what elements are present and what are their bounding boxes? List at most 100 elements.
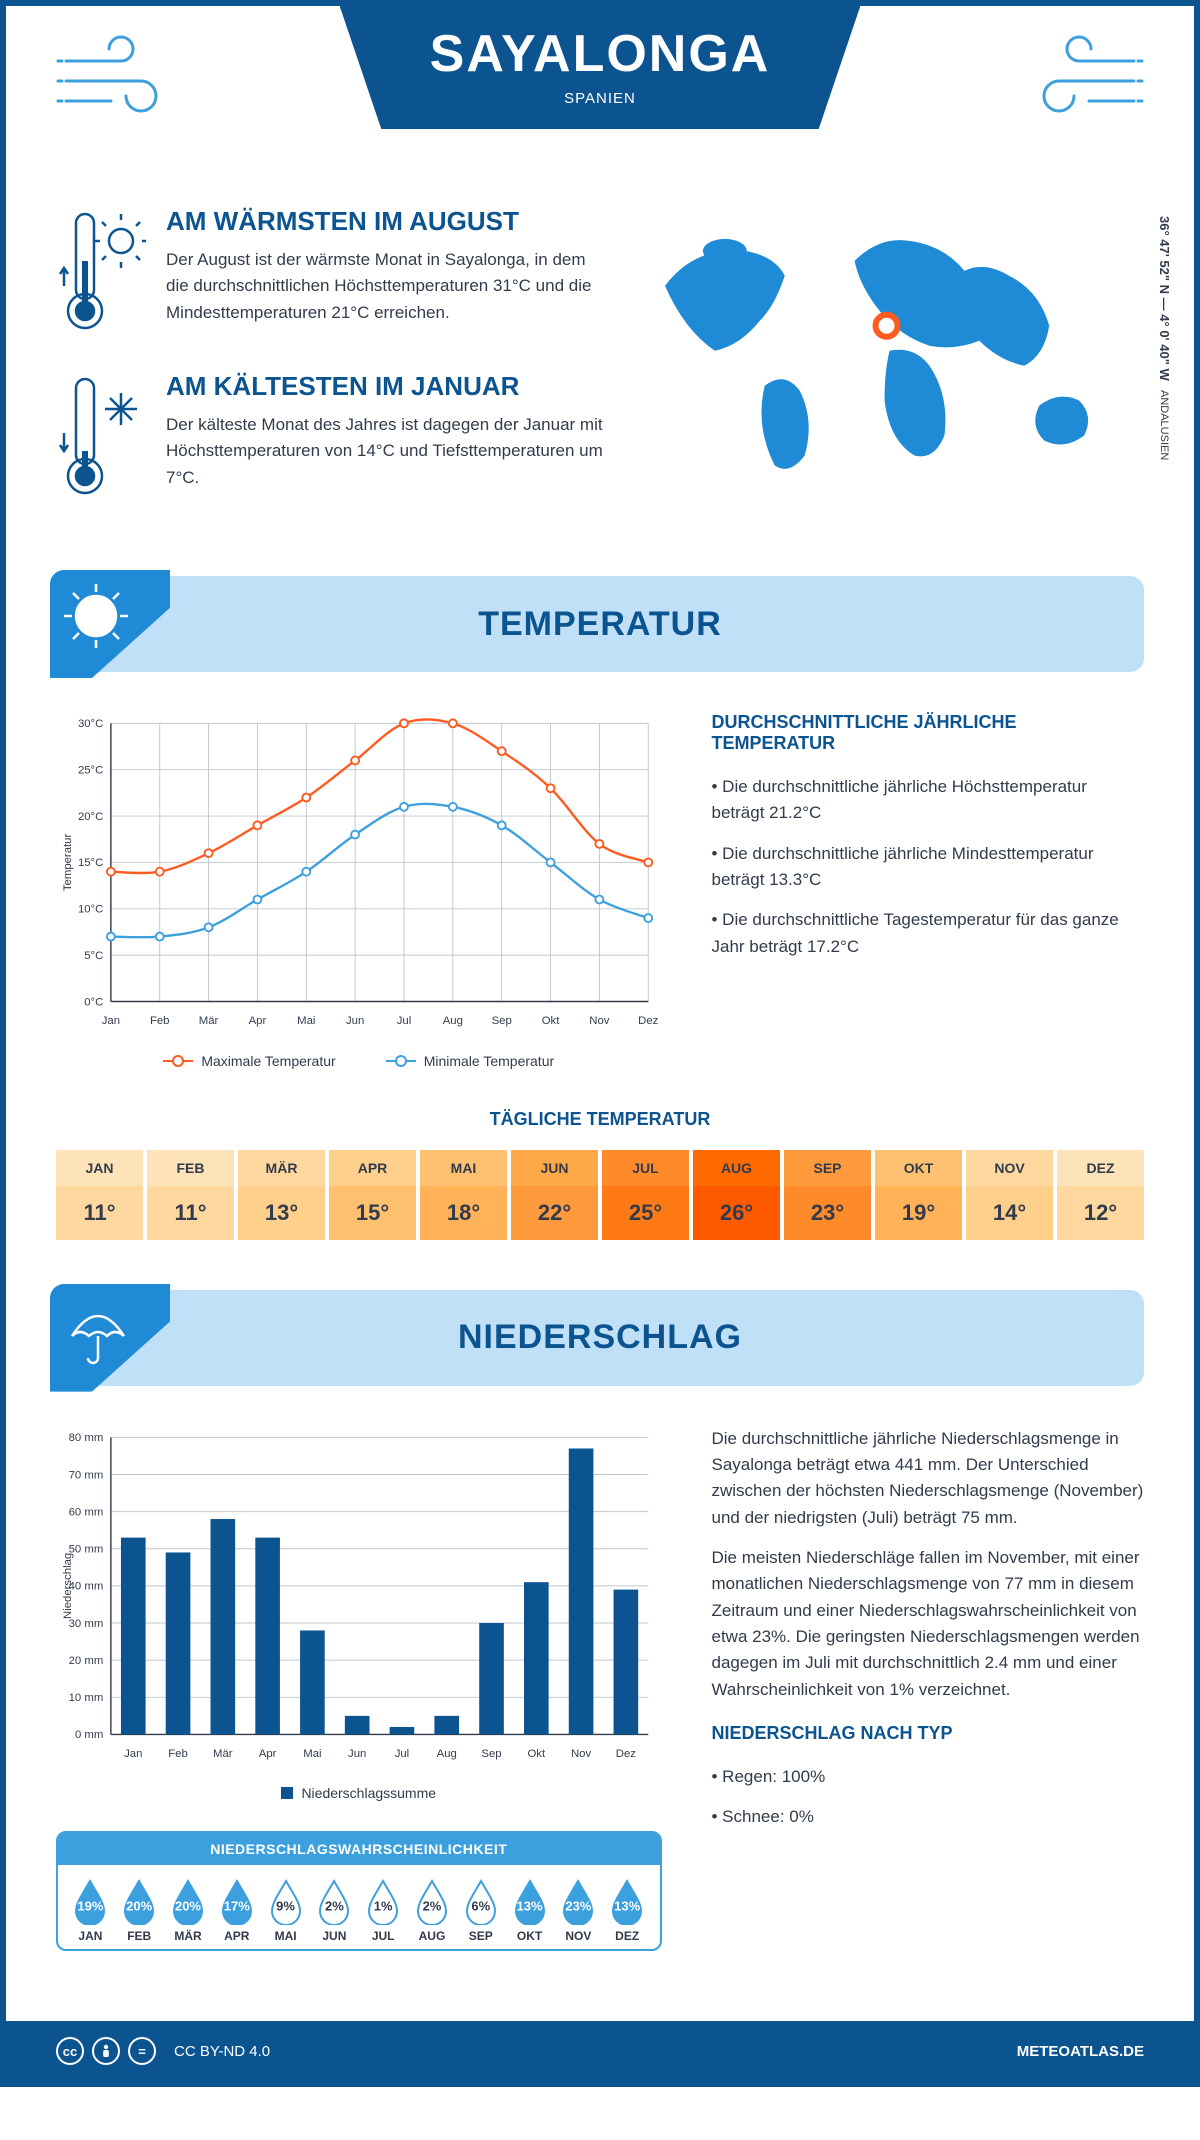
svg-text:Jul: Jul	[395, 1748, 410, 1760]
page-subtitle: SPANIEN	[430, 90, 771, 107]
probability-cell: 1%JUL	[359, 1879, 408, 1943]
svg-text:Mai: Mai	[303, 1748, 321, 1760]
probability-cell: 9%MAI	[261, 1879, 310, 1943]
svg-text:Aug: Aug	[437, 1748, 457, 1760]
svg-text:Jun: Jun	[346, 1015, 364, 1027]
svg-text:Jan: Jan	[124, 1748, 142, 1760]
svg-text:Dez: Dez	[638, 1015, 659, 1027]
probability-cell: 6%SEP	[456, 1879, 505, 1943]
probability-cell: 2%JUN	[310, 1879, 359, 1943]
thermometer-cold-icon	[56, 371, 146, 506]
svg-text:5°C: 5°C	[84, 950, 103, 962]
daily-cell: APR15°	[329, 1150, 416, 1240]
svg-text:Sep: Sep	[481, 1748, 501, 1760]
svg-text:Dez: Dez	[616, 1748, 637, 1760]
svg-text:Apr: Apr	[259, 1748, 277, 1760]
svg-text:Mai: Mai	[297, 1015, 315, 1027]
svg-text:Temperatur: Temperatur	[62, 834, 74, 892]
svg-text:Mär: Mär	[199, 1015, 219, 1027]
coldest-title: AM KÄLTESTEN IM JANUAR	[166, 371, 605, 402]
svg-text:20°C: 20°C	[78, 811, 103, 823]
precipitation-info: Die durchschnittliche jährliche Niedersc…	[712, 1426, 1145, 1952]
daily-cell: MAI18°	[420, 1150, 507, 1240]
header: SAYALONGA SPANIEN	[6, 6, 1194, 206]
daily-cell: SEP23°	[784, 1150, 871, 1240]
daily-cell: MÄR13°	[238, 1150, 325, 1240]
daily-cell: JAN11°	[56, 1150, 143, 1240]
svg-text:80 mm: 80 mm	[69, 1432, 104, 1444]
probability-cell: 20%FEB	[115, 1879, 164, 1943]
page-title: SAYALONGA	[430, 24, 771, 84]
svg-text:Apr: Apr	[249, 1015, 267, 1027]
temperature-title: TEMPERATUR	[478, 605, 722, 644]
warmest-fact: AM WÄRMSTEN IM AUGUST Der August ist der…	[56, 206, 605, 341]
temperature-legend: Maximale Temperatur Minimale Temperatur	[56, 1053, 662, 1069]
daily-cell: FEB11°	[147, 1150, 234, 1240]
svg-text:Nov: Nov	[571, 1748, 592, 1760]
daily-temperature-table: JAN11°FEB11°MÄR13°APR15°MAI18°JUN22°JUL2…	[56, 1150, 1144, 1240]
svg-text:15°C: 15°C	[78, 857, 103, 869]
svg-text:Sep: Sep	[492, 1015, 512, 1027]
probability-cell: 23%NOV	[554, 1879, 603, 1943]
svg-text:10°C: 10°C	[78, 904, 103, 916]
svg-text:30°C: 30°C	[78, 718, 103, 730]
temperature-line-chart: 0°C5°C10°C15°C20°C25°C30°CJanFebMärAprMa…	[56, 712, 662, 1034]
daily-temperature-title: TÄGLICHE TEMPERATUR	[56, 1109, 1144, 1130]
location-marker	[876, 315, 898, 337]
intro-section: AM WÄRMSTEN IM AUGUST Der August ist der…	[56, 206, 1144, 536]
probability-cell: 17%APR	[212, 1879, 261, 1943]
wind-icon-left	[56, 26, 186, 126]
svg-text:Nov: Nov	[589, 1015, 610, 1027]
footer: cc = CC BY-ND 4.0 METEOATLAS.DE	[6, 2021, 1194, 2081]
precipitation-legend: Niederschlagssumme	[56, 1785, 662, 1801]
warmest-text: Der August ist der wärmste Monat in Saya…	[166, 247, 605, 326]
coldest-fact: AM KÄLTESTEN IM JANUAR Der kälteste Mona…	[56, 371, 605, 506]
svg-text:10 mm: 10 mm	[69, 1692, 104, 1704]
svg-text:25°C: 25°C	[78, 764, 103, 776]
svg-text:Okt: Okt	[527, 1748, 545, 1760]
svg-text:Okt: Okt	[542, 1015, 560, 1027]
daily-cell: JUN22°	[511, 1150, 598, 1240]
title-banner: SAYALONGA SPANIEN	[340, 6, 861, 129]
svg-text:Aug: Aug	[443, 1015, 463, 1027]
thermometer-hot-icon	[56, 206, 146, 341]
svg-text:Feb: Feb	[168, 1748, 188, 1760]
precipitation-bar-chart: 0 mm10 mm20 mm30 mm40 mm50 mm60 mm70 mm8…	[56, 1426, 662, 1767]
by-icon	[92, 2037, 120, 2065]
svg-text:Jul: Jul	[397, 1015, 412, 1027]
precipitation-probability-box: NIEDERSCHLAGSWAHRSCHEINLICHKEIT 19%JAN20…	[56, 1831, 662, 1951]
precipitation-title: NIEDERSCHLAG	[458, 1318, 742, 1357]
daily-cell: OKT19°	[875, 1150, 962, 1240]
probability-cell: 13%DEZ	[603, 1879, 652, 1943]
svg-text:Feb: Feb	[150, 1015, 170, 1027]
cc-icon: cc	[56, 2037, 84, 2065]
probability-cell: 20%MÄR	[164, 1879, 213, 1943]
svg-text:70 mm: 70 mm	[69, 1469, 104, 1481]
warmest-title: AM WÄRMSTEN IM AUGUST	[166, 206, 605, 237]
license-badges: cc = CC BY-ND 4.0	[56, 2037, 270, 2065]
probability-cell: 2%AUG	[408, 1879, 457, 1943]
svg-text:60 mm: 60 mm	[69, 1506, 104, 1518]
svg-text:Jan: Jan	[102, 1015, 120, 1027]
svg-text:0 mm: 0 mm	[75, 1729, 103, 1741]
probability-cell: 19%JAN	[66, 1879, 115, 1943]
sun-icon	[50, 570, 170, 678]
svg-text:20 mm: 20 mm	[69, 1655, 104, 1667]
daily-cell: AUG26°	[693, 1150, 780, 1240]
precipitation-section-header: NIEDERSCHLAG	[56, 1290, 1144, 1386]
coordinates: 36° 47' 52" N — 4° 0' 40" W ANDALUSIEN	[1157, 216, 1172, 461]
coldest-text: Der kälteste Monat des Jahres ist dagege…	[166, 412, 605, 491]
temperature-info: DURCHSCHNITTLICHE JÄHRLICHE TEMPERATUR •…	[712, 712, 1145, 1069]
wind-icon-right	[1014, 26, 1144, 126]
world-map: 36° 47' 52" N — 4° 0' 40" W ANDALUSIEN	[645, 206, 1144, 490]
nd-icon: =	[128, 2037, 156, 2065]
daily-cell: DEZ12°	[1057, 1150, 1144, 1240]
daily-cell: JUL25°	[602, 1150, 689, 1240]
daily-cell: NOV14°	[966, 1150, 1053, 1240]
svg-text:Mär: Mär	[213, 1748, 233, 1760]
umbrella-icon	[50, 1284, 170, 1392]
site-name: METEOATLAS.DE	[1017, 2043, 1144, 2060]
probability-cell: 13%OKT	[505, 1879, 554, 1943]
svg-text:Niederschlag: Niederschlag	[62, 1552, 74, 1618]
svg-text:Jun: Jun	[348, 1748, 366, 1760]
